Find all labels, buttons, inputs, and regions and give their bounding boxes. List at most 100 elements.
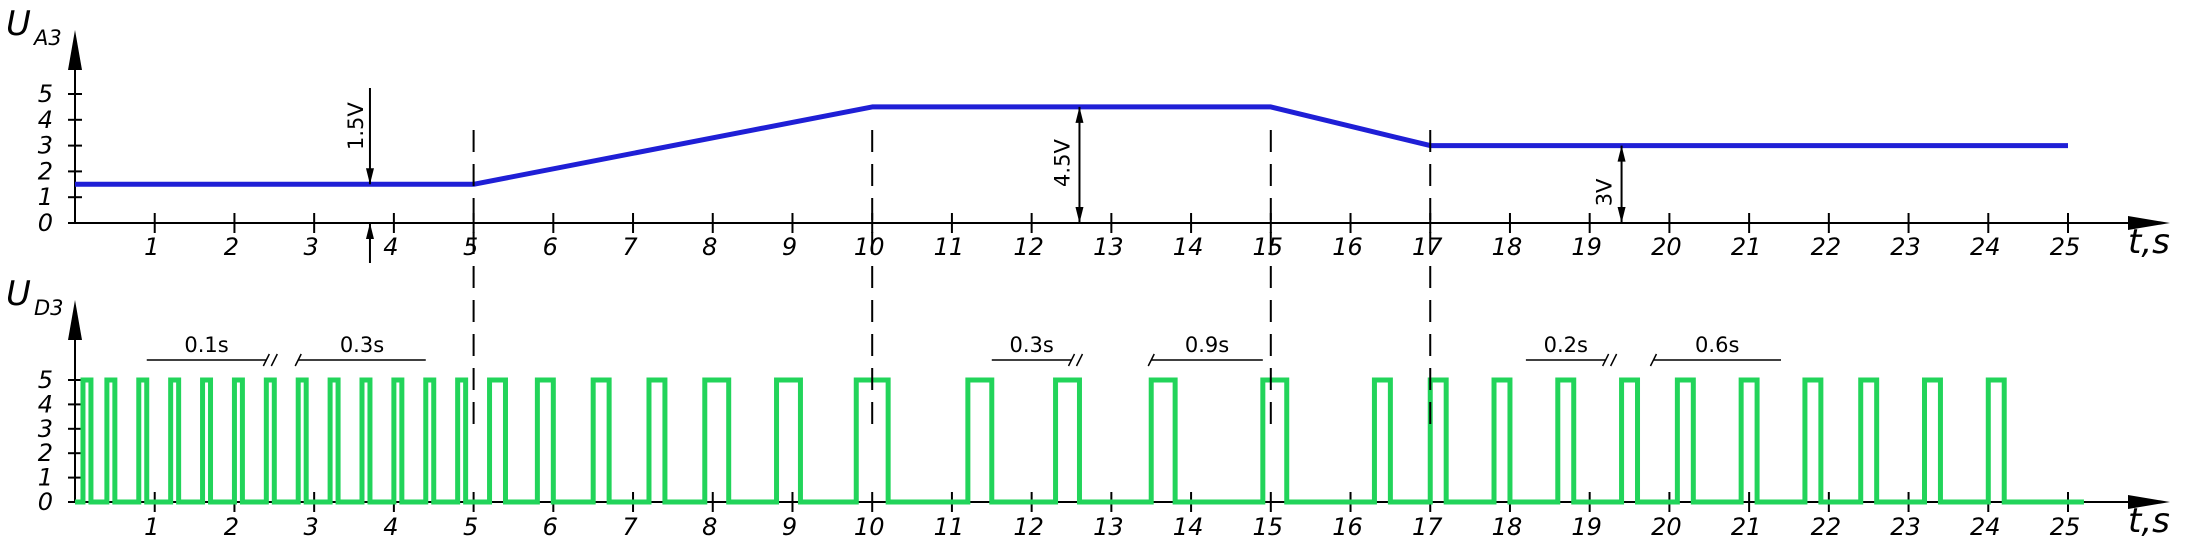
interval-label: 0.3s <box>340 333 384 357</box>
x-tick-label: 24 <box>1970 233 2001 261</box>
x-tick-label: 22 <box>1811 233 1842 261</box>
x-tick-label: 12 <box>1013 513 1044 541</box>
x-tick-label: 4 <box>383 513 398 541</box>
dimension-arrow <box>1075 106 1084 123</box>
x-tick-label: 25 <box>2050 233 2081 261</box>
x-tick-label: 13 <box>1093 233 1124 261</box>
x-tick-label: 5 <box>463 513 478 541</box>
x-tick-label: 2 <box>224 233 239 261</box>
chart-panel-ud3: t,sU D31 2 3 4 5 6 7 8 9 10 11 12 13 14 15 16 17 18 19 20 21 2… <box>6 274 2170 541</box>
interval-label: 0.3s <box>1009 333 1053 357</box>
interval-tick <box>1067 353 1076 367</box>
x-tick-label: 19 <box>1571 233 1602 261</box>
y-tick-label: 4 <box>38 390 53 418</box>
dimension-arrow <box>1075 207 1084 223</box>
series-pulses-ud3 <box>75 377 2084 505</box>
x-tick-label: 18 <box>1492 233 1523 261</box>
y-tick-label: 1 <box>38 183 53 211</box>
y-tick-label: 0 <box>38 488 53 516</box>
x-tick-label: 10 <box>854 513 885 541</box>
y-tick-label: 5 <box>38 80 53 108</box>
dashed-markers <box>472 130 1432 430</box>
x-tick-label: 12 <box>1013 233 1044 261</box>
x-tick-label: 9 <box>782 233 797 261</box>
x-tick-label: 13 <box>1093 513 1124 541</box>
interval-tick <box>1609 353 1618 367</box>
x-tick-label: 24 <box>1970 513 2001 541</box>
x-tick-label: 20 <box>1651 233 1682 261</box>
x-tick-label: 8 <box>702 233 717 261</box>
y-tick-label: 0 <box>38 209 53 237</box>
x-tick-label: 17 <box>1412 233 1443 261</box>
x-tick-label: 22 <box>1811 513 1842 541</box>
y-tick-label: 3 <box>38 415 53 443</box>
x-tick-label: 23 <box>1890 513 1921 541</box>
x-tick-label: 15 <box>1253 513 1284 541</box>
dimension-arrow <box>365 223 374 239</box>
x-axis-arrow <box>2128 495 2170 509</box>
interval-label: 0.6s <box>1695 333 1739 357</box>
x-tick-label: 6 <box>543 233 558 261</box>
y-tick-label: 1 <box>38 464 53 492</box>
x-tick-label: 1 <box>144 233 159 261</box>
dimension-arrow <box>1617 145 1626 162</box>
x-tick-label: 4 <box>383 233 398 261</box>
chart-panel-ua3: t,sU A31 2 3 4 5 6 7 8 9 10 11 12 13 14 15 16 17 18 19 20 21 2… <box>6 4 2170 263</box>
x-tick-label: 10 <box>854 233 885 261</box>
y-axis-label: U <box>6 4 31 44</box>
x-tick-label: 16 <box>1332 233 1363 261</box>
x-tick-label: 11 <box>934 233 965 261</box>
x-tick-label: 14 <box>1173 233 1204 261</box>
x-tick-label: 16 <box>1332 513 1363 541</box>
y-tick-label: 4 <box>38 106 53 134</box>
x-tick-label: 21 <box>1731 233 1762 261</box>
x-tick-label: 1 <box>144 513 159 541</box>
y-tick-label: 2 <box>38 157 53 185</box>
y-tick-label: 3 <box>38 132 53 160</box>
x-tick-label: 21 <box>1731 513 1762 541</box>
x-axis-arrow <box>2128 216 2170 230</box>
y-tick-label: 5 <box>38 366 53 394</box>
interval-tick <box>1147 353 1155 367</box>
x-axis-label: t,s <box>2128 222 2170 262</box>
interval-label: 0.1s <box>184 333 228 357</box>
interval-tick <box>1075 353 1084 367</box>
dimension-label: 1.5V <box>344 102 368 150</box>
x-tick-label: 3 <box>304 513 319 541</box>
x-tick-label: 17 <box>1412 513 1443 541</box>
x-tick-label: 11 <box>934 513 965 541</box>
y-axis-arrow <box>68 30 82 70</box>
y-axis-label-sub: A3 <box>32 26 62 50</box>
y-tick-label: 2 <box>38 439 53 467</box>
interval-tick <box>1649 353 1658 367</box>
dimension-label: 3V <box>1593 178 1617 206</box>
dimension-label: 4.5V <box>1050 139 1074 187</box>
x-tick-label: 5 <box>463 233 478 261</box>
x-tick-label: 9 <box>782 513 797 541</box>
x-tick-label: 15 <box>1253 233 1284 261</box>
x-tick-label: 3 <box>304 233 319 261</box>
dimension-arrow <box>365 168 374 185</box>
x-tick-label: 7 <box>622 513 638 541</box>
series-line-ua3 <box>75 104 2068 187</box>
x-tick-label: 6 <box>543 513 558 541</box>
interval-tick <box>270 353 278 367</box>
x-tick-label: 14 <box>1173 513 1204 541</box>
x-tick-label: 8 <box>702 513 717 541</box>
dimension-arrow <box>1617 207 1626 223</box>
interval-tick <box>294 353 302 367</box>
x-tick-label: 7 <box>622 233 638 261</box>
y-axis-arrow <box>68 300 82 340</box>
interval-label: 0.9s <box>1185 333 1229 357</box>
interval-label: 0.2s <box>1544 333 1588 357</box>
y-axis-label-sub: D3 <box>34 296 64 320</box>
x-tick-label: 19 <box>1571 513 1602 541</box>
interval-tick <box>1601 353 1610 367</box>
y-axis-label: U <box>6 274 31 314</box>
x-tick-label: 18 <box>1492 513 1523 541</box>
x-axis-label: t,s <box>2128 501 2170 541</box>
x-tick-label: 25 <box>2050 513 2081 541</box>
x-tick-label: 23 <box>1890 233 1921 261</box>
